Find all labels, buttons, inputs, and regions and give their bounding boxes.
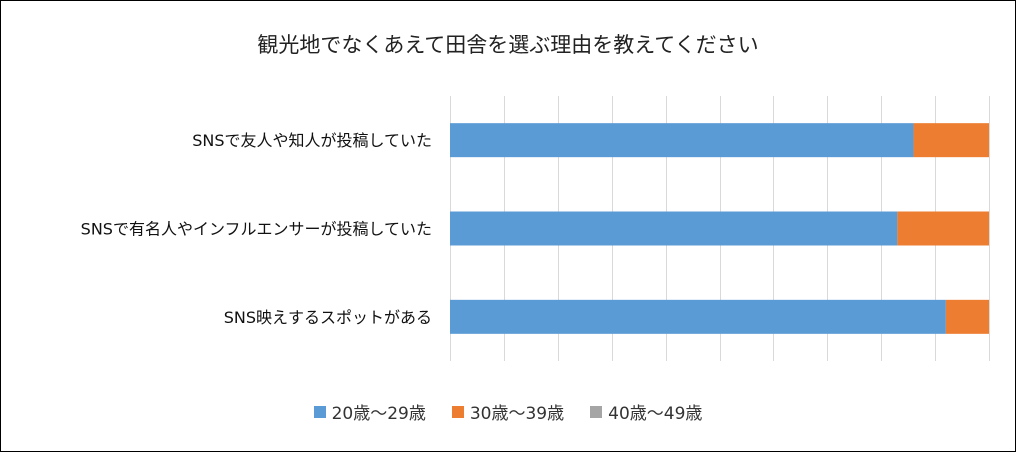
category-label: SNSで友人や知人が投稿していた: [192, 131, 432, 150]
legend-item: 30歳～39歳: [451, 399, 565, 424]
bar-segment: [450, 299, 946, 334]
bar-segment: [945, 299, 989, 334]
legend-label: 40歳～49歳: [608, 404, 703, 424]
legend-item: 20歳～29歳: [313, 399, 426, 424]
legend-label: 30歳～39歳: [469, 404, 565, 424]
bar-segment: [897, 211, 989, 246]
legend-label: 20歳～29歳: [331, 404, 426, 424]
bar-segment: [450, 123, 914, 158]
chart-title: 観光地でなくあえて田舎を選ぶ理由を教えてください: [257, 33, 759, 57]
legend-swatch: [451, 405, 464, 418]
legend-swatch: [313, 405, 326, 418]
category-label: SNS映えするスポットがある: [224, 308, 432, 327]
bar-segment: [913, 123, 989, 158]
legend: 20歳～29歳 30歳～39歳 40歳～49歳: [1, 399, 1015, 424]
bar-segment: [450, 211, 898, 246]
legend-swatch: [590, 405, 603, 418]
bars: [450, 123, 989, 334]
category-label: SNSで有名人やインフルエンサーが投稿していた: [81, 220, 432, 239]
category-labels: SNSで友人や知人が投稿していた SNSで有名人やインフルエンサーが投稿していた S…: [81, 131, 432, 327]
legend-item: 40歳～49歳: [590, 399, 702, 424]
